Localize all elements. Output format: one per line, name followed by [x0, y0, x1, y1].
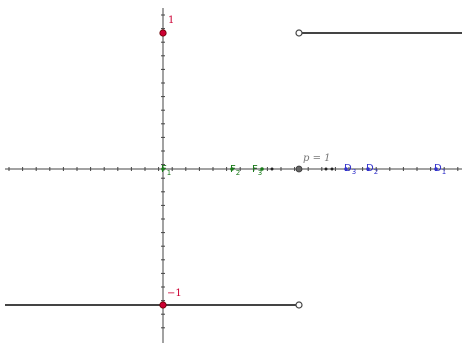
label-f2: F2: [230, 164, 240, 177]
lower-open-endpoint[interactable]: [295, 301, 303, 309]
x-axis-ticks: [8, 167, 459, 171]
axis-dot: [330, 167, 334, 171]
label-d3: D3: [344, 163, 356, 176]
upper-open-endpoint[interactable]: [295, 29, 303, 37]
axis-dot: [324, 167, 328, 171]
point-d3[interactable]: [344, 167, 348, 171]
label-d1: D1: [434, 163, 446, 176]
point-f2[interactable]: [230, 167, 234, 171]
point-p[interactable]: [295, 165, 303, 173]
label-p: p = 1: [303, 153, 331, 164]
axis-dot: [270, 167, 274, 171]
point-f1[interactable]: [161, 167, 165, 171]
label-f1: F1: [161, 164, 171, 177]
label-f3: F3: [252, 164, 262, 177]
label-d2: D2: [366, 163, 378, 176]
point-d2[interactable]: [366, 167, 370, 171]
point-y-one[interactable]: [159, 29, 167, 37]
label-y-minus-one: −1: [167, 288, 182, 299]
y-axis-ticks: [161, 14, 165, 329]
point-f3[interactable]: [260, 167, 264, 171]
point-d1[interactable]: [434, 167, 438, 171]
label-y-one: 1: [168, 15, 174, 26]
point-y-minus-one[interactable]: [159, 301, 167, 309]
